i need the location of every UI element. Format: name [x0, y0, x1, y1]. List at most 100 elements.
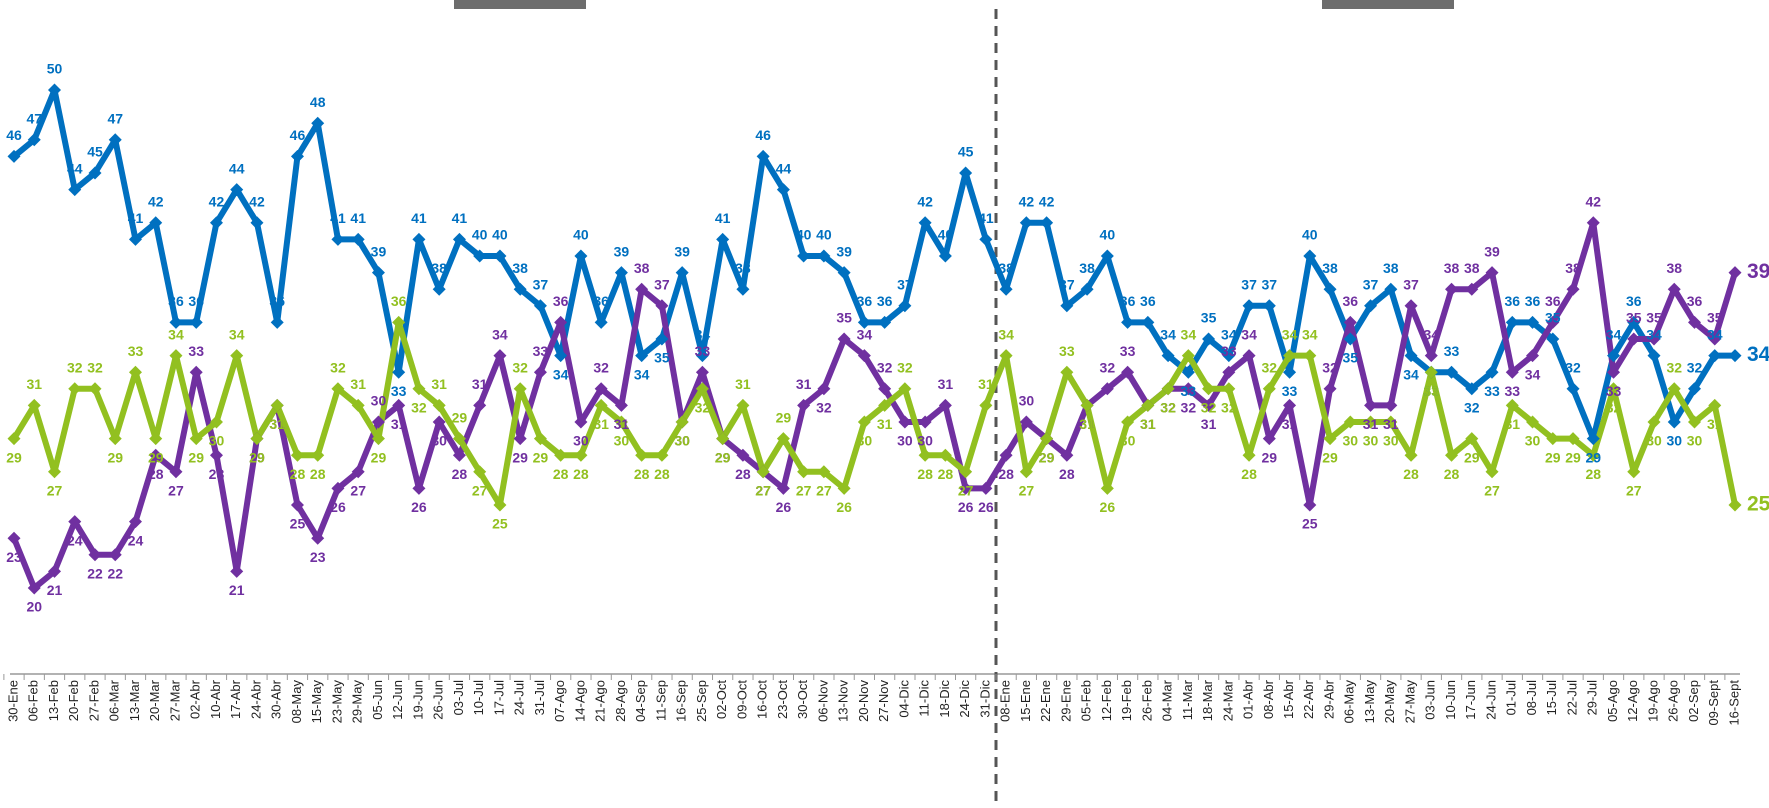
data-label: 34: [1606, 326, 1622, 342]
data-point: [1627, 315, 1641, 329]
data-label: 36: [1343, 293, 1359, 309]
data-label: 39: [836, 243, 852, 259]
x-tick-label: 06-Nov: [815, 680, 830, 722]
data-label: 32: [695, 400, 711, 416]
data-point: [1728, 266, 1742, 280]
data-label: 27: [472, 483, 488, 499]
data-point: [392, 398, 406, 412]
data-label: 27: [755, 483, 771, 499]
data-point: [533, 299, 547, 313]
x-tick-label: 23-May: [329, 680, 344, 724]
data-point: [574, 249, 588, 263]
data-label: 34: [1302, 326, 1318, 342]
data-point: [1202, 382, 1216, 396]
data-label: 32: [87, 360, 103, 376]
data-label: 36: [1140, 293, 1156, 309]
x-tick-label: 03-Jul: [451, 680, 466, 716]
data-point: [1262, 299, 1276, 313]
data-point: [1323, 382, 1337, 396]
data-label: 29: [776, 409, 792, 425]
data-point: [290, 498, 304, 512]
data-label: 36: [1626, 293, 1642, 309]
data-label: 28: [998, 466, 1014, 482]
data-label: 31: [431, 376, 447, 392]
data-label: 26: [958, 499, 974, 515]
data-point: [1161, 382, 1175, 396]
data-point: [1485, 266, 1499, 280]
data-label: 23: [310, 549, 326, 565]
data-point: [7, 531, 21, 545]
data-label: 27: [816, 483, 832, 499]
data-label: 35: [1545, 310, 1561, 326]
data-label: 29: [148, 449, 164, 465]
data-point: [250, 432, 264, 446]
data-point: [27, 398, 41, 412]
series-line: [11, 219, 1738, 591]
data-point: [655, 332, 669, 346]
data-point: [1181, 365, 1195, 379]
data-label: 32: [1262, 360, 1278, 376]
data-point: [1343, 332, 1357, 346]
x-tick-label: 11-Dic: [917, 680, 932, 717]
x-tick-label: 20-Nov: [856, 680, 871, 722]
data-label: 28: [1585, 466, 1601, 482]
data-point: [1060, 299, 1074, 313]
data-point: [1121, 415, 1135, 429]
data-point: [918, 448, 932, 462]
data-point: [1100, 481, 1114, 495]
data-label: 25: [492, 516, 508, 532]
data-label: 30: [614, 433, 630, 449]
data-label: 41: [330, 210, 346, 226]
x-tick-label: 06-Mar: [107, 679, 122, 721]
x-tick-label: 23-Oct: [775, 680, 790, 719]
data-label: 41: [452, 210, 468, 226]
x-tick-label: 25-Sep: [694, 680, 709, 722]
data-label: 30: [573, 433, 589, 449]
data-label: 42: [249, 194, 265, 210]
data-point: [959, 481, 973, 495]
data-label: 30: [857, 433, 873, 449]
data-label: 33: [1059, 343, 1075, 359]
data-label: 41: [715, 210, 731, 226]
data-label: 31: [978, 376, 994, 392]
data-point: [554, 315, 568, 329]
data-point: [1283, 349, 1297, 363]
data-point: [1526, 315, 1540, 329]
x-tick-label: 24-Jun: [1483, 680, 1498, 720]
x-tick-label: 04-Sep: [633, 680, 648, 722]
x-tick-label: 17-Jun: [1463, 680, 1478, 720]
data-label: 47: [26, 111, 42, 127]
data-point: [1485, 365, 1499, 379]
data-label: 48: [310, 94, 326, 110]
x-tick-label: 12-Jun: [390, 680, 405, 720]
data-point: [695, 349, 709, 363]
data-label: 27: [1484, 483, 1500, 499]
x-tick-label: 27-Mar: [167, 679, 182, 721]
data-label: 28: [917, 466, 933, 482]
data-point: [412, 232, 426, 246]
data-label: 33: [1444, 343, 1460, 359]
data-point: [189, 432, 203, 446]
x-tick-label: 09-Sept: [1706, 680, 1721, 726]
data-point: [979, 232, 993, 246]
data-label: 31: [796, 376, 812, 392]
data-label: 42: [1019, 194, 1035, 210]
data-point: [898, 382, 912, 396]
data-label: 29: [1322, 449, 1338, 465]
data-point: [675, 415, 689, 429]
data-label: 30: [431, 433, 447, 449]
data-point: [452, 432, 466, 446]
data-label: 31: [472, 376, 488, 392]
data-label: 31: [593, 416, 609, 432]
data-label: 29: [715, 449, 731, 465]
data-label: 29: [715, 449, 731, 465]
data-point: [756, 465, 770, 479]
data-label: 31: [1140, 416, 1156, 432]
data-label: 34: [492, 326, 508, 342]
data-point: [898, 415, 912, 429]
data-label: 35: [1707, 310, 1723, 326]
data-point: [1566, 282, 1580, 296]
data-label: 36: [1525, 293, 1541, 309]
x-tick-label: 26-Ago: [1666, 680, 1681, 722]
data-label: 40: [573, 227, 589, 243]
